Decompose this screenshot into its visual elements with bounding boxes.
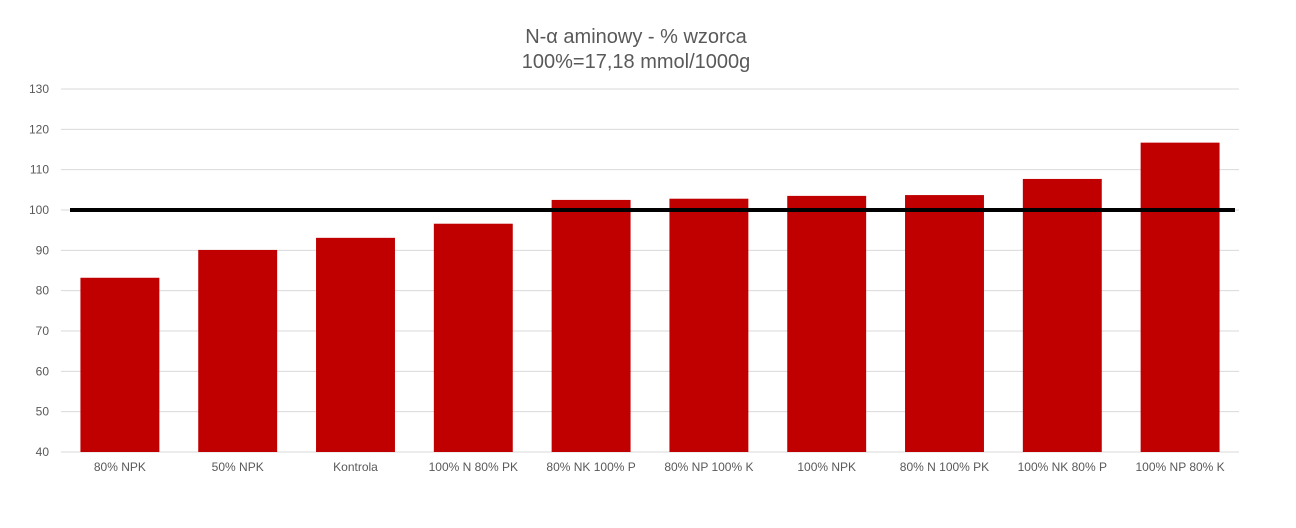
x-tick-label: 80% N 100% PK bbox=[900, 460, 989, 474]
bar bbox=[551, 199, 631, 452]
x-tick-label: 100% N 80% PK bbox=[429, 460, 518, 474]
x-tick-label: 100% NPK bbox=[797, 460, 856, 474]
bar bbox=[1022, 178, 1102, 452]
bar bbox=[198, 249, 278, 452]
x-tick-label: 50% NPK bbox=[212, 460, 264, 474]
x-tick-label: 80% NPK bbox=[94, 460, 146, 474]
y-tick-label: 90 bbox=[36, 243, 50, 257]
y-tick-label: 80 bbox=[36, 284, 50, 298]
chart-subtitle: 100%=17,18 mmol/1000g bbox=[522, 51, 751, 73]
y-tick-label: 40 bbox=[36, 445, 50, 459]
bar bbox=[787, 195, 867, 452]
x-tick-label: Kontrola bbox=[333, 460, 378, 474]
x-tick-label: 100% NP 80% K bbox=[1136, 460, 1225, 474]
bar bbox=[669, 198, 749, 452]
chart-title: N-α aminowy - % wzorca bbox=[525, 26, 747, 48]
y-axis: 40 50 60 70 80 90 100 110 120 130 bbox=[29, 82, 49, 459]
x-tick-label: 80% NP 100% K bbox=[664, 460, 753, 474]
bar bbox=[316, 237, 395, 452]
x-tick-label: 100% NK 80% P bbox=[1018, 460, 1107, 474]
y-tick-label: 130 bbox=[29, 82, 49, 96]
y-tick-label: 110 bbox=[30, 163, 49, 177]
x-axis: 80% NPK 50% NPK Kontrola 100% N 80% PK 80% N… bbox=[94, 460, 1225, 474]
bar bbox=[905, 195, 984, 452]
y-tick-label: 120 bbox=[29, 122, 49, 136]
y-tick-label: 100 bbox=[29, 203, 49, 217]
bar bbox=[80, 277, 160, 452]
y-tick-label: 60 bbox=[36, 364, 50, 378]
y-tick-label: 50 bbox=[36, 405, 50, 419]
bar bbox=[1140, 142, 1220, 453]
y-tick-label: 70 bbox=[36, 324, 50, 338]
bar bbox=[433, 223, 513, 452]
x-tick-label: 80% NK 100% P bbox=[546, 460, 635, 474]
bars bbox=[80, 142, 1220, 453]
